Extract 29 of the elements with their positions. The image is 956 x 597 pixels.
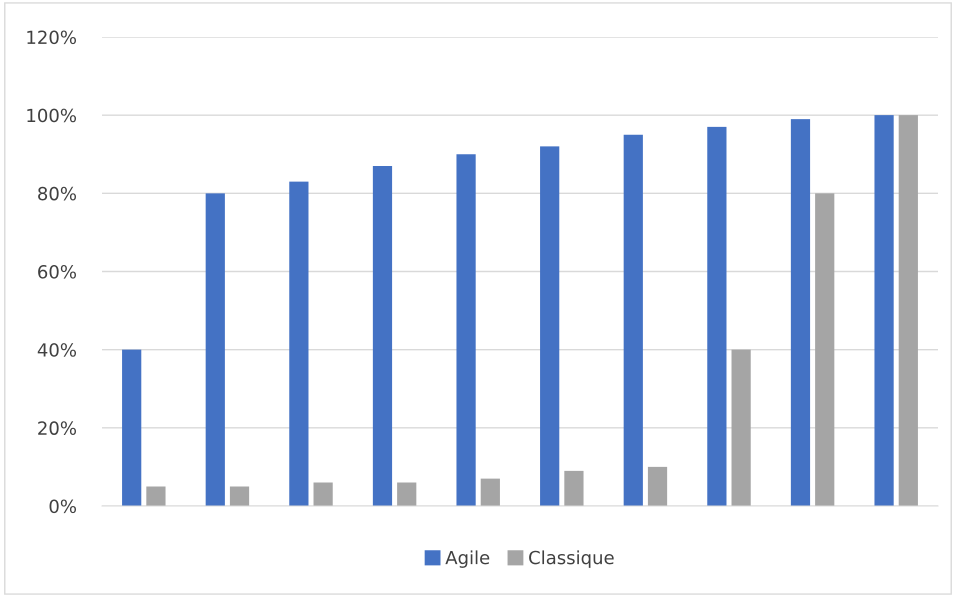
bar [146,486,166,506]
bar [707,126,726,506]
bar [874,115,894,506]
bar [898,115,918,506]
bar [648,466,668,506]
y-tick-label: 20% [38,421,76,435]
bar [314,482,333,506]
legend-label: Agile [445,550,490,568]
bar [289,182,308,506]
bar [624,134,643,506]
y-tick-label: 100% [27,108,76,122]
y-tick-label: 120% [27,30,76,44]
bar [790,119,810,506]
bar [540,146,560,506]
bar [456,154,476,506]
y-tick-label: 40% [38,343,76,357]
bar [815,193,834,506]
bar [732,350,751,506]
bar [122,350,142,506]
legend-label: Classique [529,550,614,568]
bar [206,193,225,506]
y-tick-label: 0% [50,499,76,514]
bar [564,470,584,506]
y-tick-label: 80% [38,186,76,200]
bar [480,478,500,506]
y-tick-label: 60% [38,264,76,279]
bar [372,166,392,506]
bar [397,482,416,506]
bar [230,486,250,506]
